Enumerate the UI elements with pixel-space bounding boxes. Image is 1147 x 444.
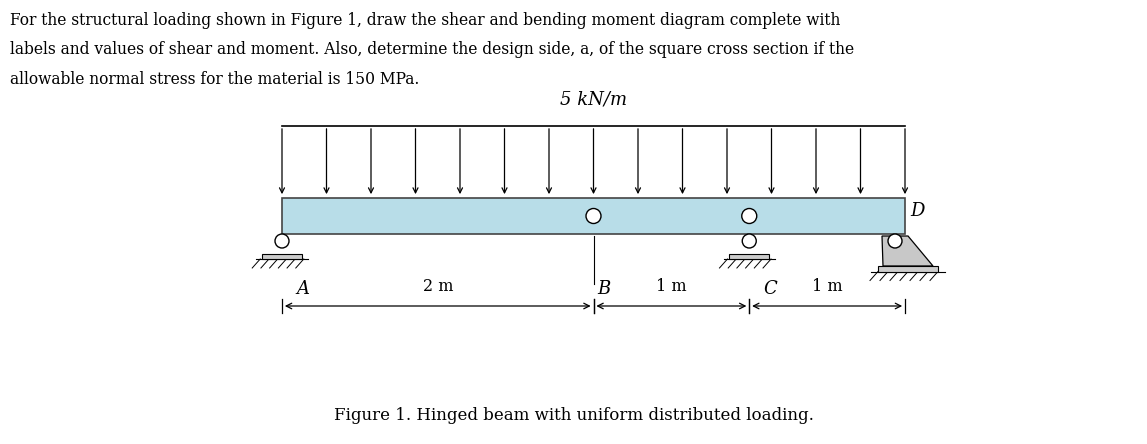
- Text: C: C: [763, 280, 777, 298]
- Circle shape: [888, 234, 902, 248]
- Circle shape: [742, 209, 757, 223]
- Text: B: B: [598, 280, 610, 298]
- Polygon shape: [729, 254, 768, 259]
- Text: 2 m: 2 m: [422, 278, 453, 295]
- Polygon shape: [882, 236, 933, 266]
- Text: labels and values of shear and moment. Also, determine the design side, a, of th: labels and values of shear and moment. A…: [10, 41, 855, 59]
- Text: For the structural loading shown in Figure 1, draw the shear and bending moment : For the structural loading shown in Figu…: [10, 12, 841, 29]
- Text: 1 m: 1 m: [656, 278, 687, 295]
- Polygon shape: [263, 254, 302, 259]
- Circle shape: [742, 234, 756, 248]
- Text: allowable normal stress for the material is 150 MPa.: allowable normal stress for the material…: [10, 71, 420, 88]
- Text: A: A: [296, 280, 309, 298]
- Text: Figure 1. Hinged beam with uniform distributed loading.: Figure 1. Hinged beam with uniform distr…: [334, 407, 813, 424]
- Text: 5 kN/m: 5 kN/m: [560, 90, 627, 108]
- Text: D: D: [910, 202, 924, 220]
- Circle shape: [275, 234, 289, 248]
- Polygon shape: [282, 198, 905, 234]
- Text: 1 m: 1 m: [812, 278, 842, 295]
- Circle shape: [586, 209, 601, 223]
- Polygon shape: [877, 266, 938, 271]
